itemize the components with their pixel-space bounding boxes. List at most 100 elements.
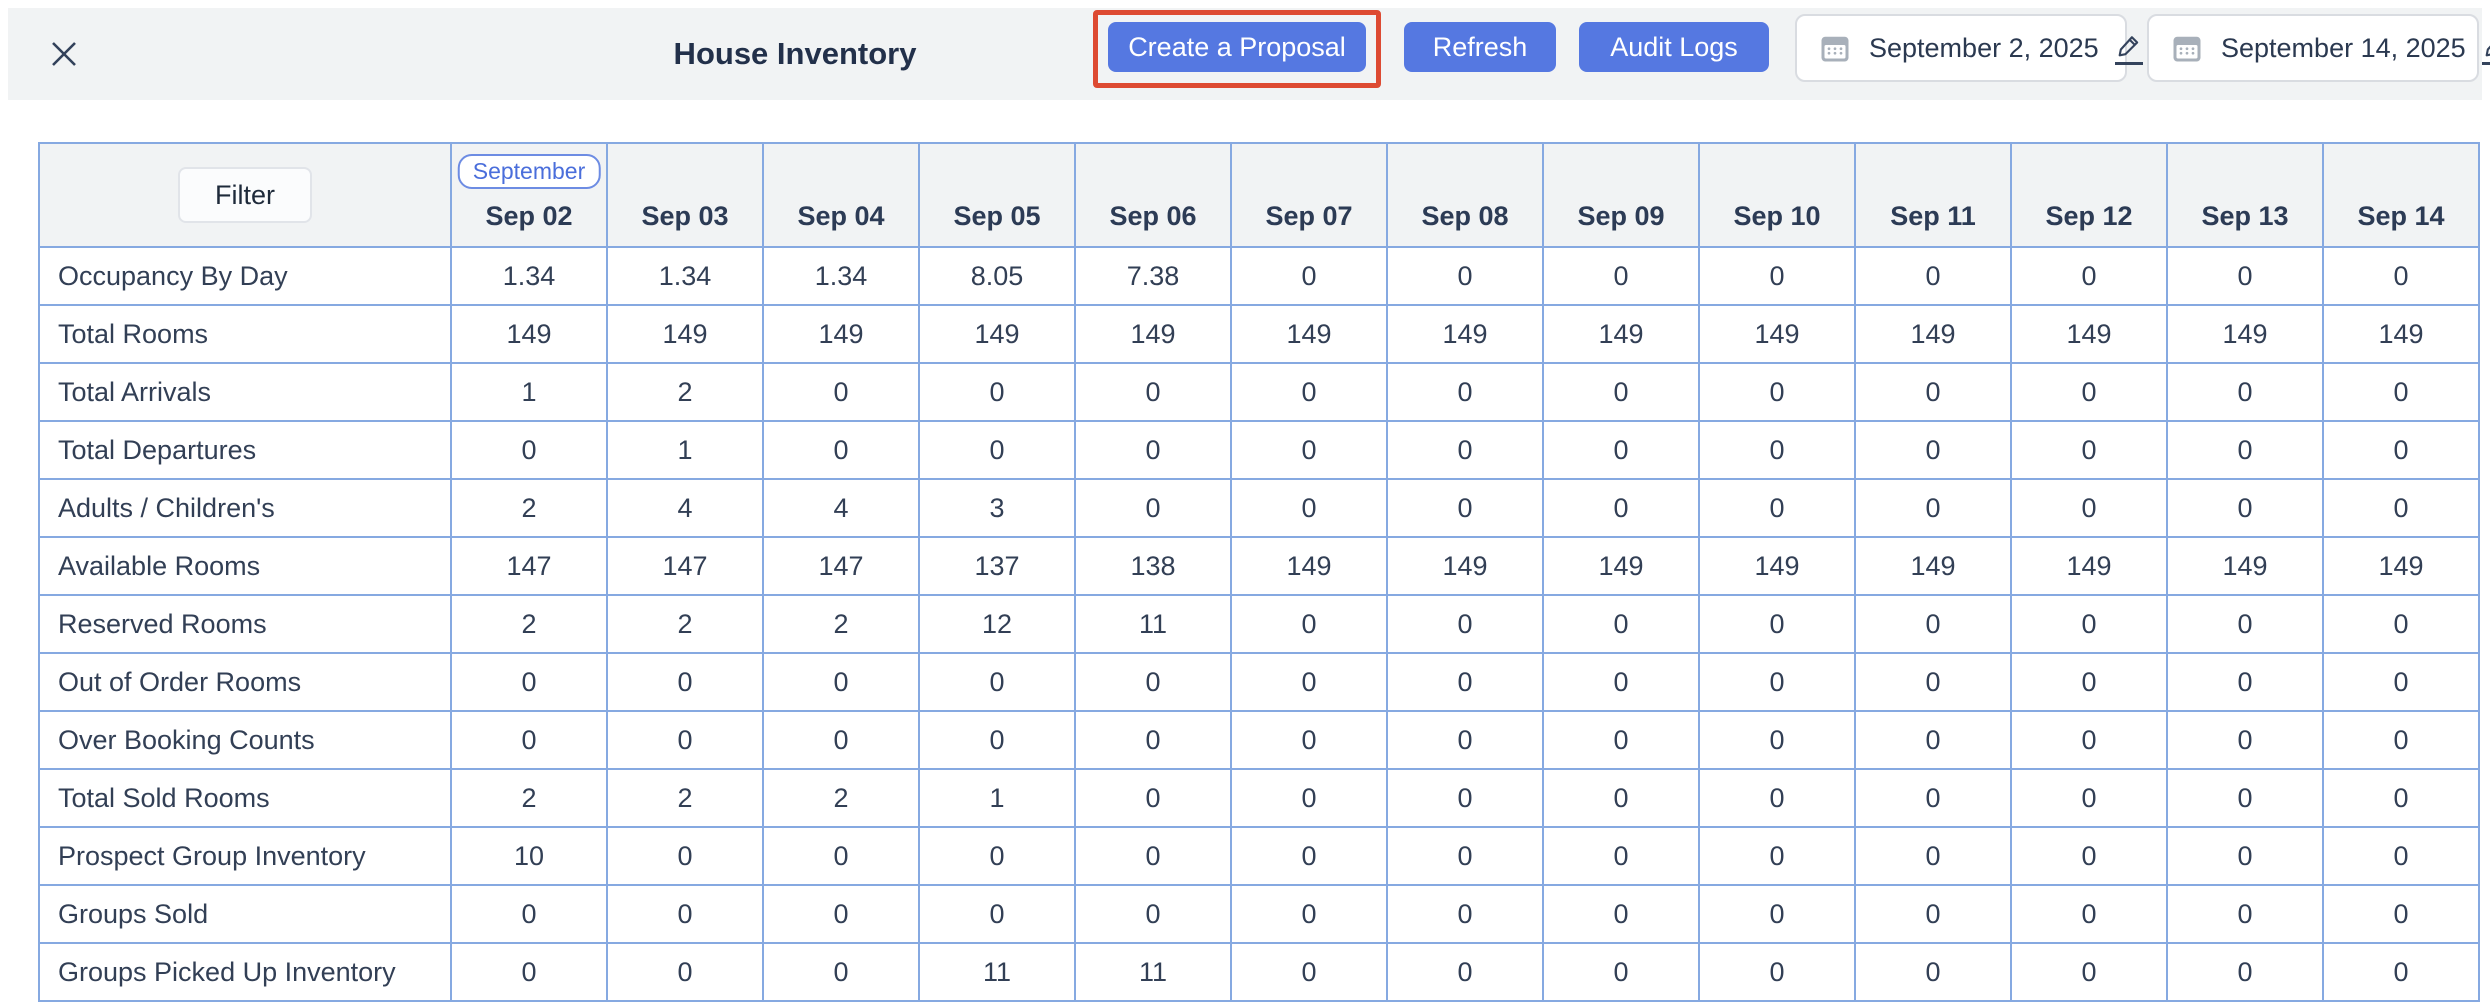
- value-cell: 0: [2166, 768, 2324, 828]
- value-cell: 0: [450, 942, 608, 1002]
- close-button[interactable]: [44, 34, 84, 74]
- value-cell: 0: [1698, 942, 1856, 1002]
- value-cell: 0: [1230, 594, 1388, 654]
- value-cell: 2: [450, 594, 608, 654]
- value-cell: 149: [1230, 536, 1388, 596]
- value-cell: 0: [2010, 594, 2168, 654]
- value-cell: 0: [918, 362, 1076, 422]
- edit-pencil-icon[interactable]: [2114, 32, 2143, 65]
- value-cell: 149: [1230, 304, 1388, 364]
- date-column-label: Sep 12: [2045, 201, 2133, 231]
- value-cell: 0: [1542, 362, 1700, 422]
- row-label: Occupancy By Day: [38, 246, 452, 306]
- create-proposal-button[interactable]: Create a Proposal: [1108, 22, 1366, 72]
- refresh-button[interactable]: Refresh: [1404, 22, 1556, 72]
- date-column-header: Sep 04: [762, 142, 920, 248]
- value-cell: 0: [1230, 826, 1388, 886]
- value-cell: 0: [1386, 652, 1544, 712]
- value-cell: 0: [450, 884, 608, 944]
- audit-logs-button[interactable]: Audit Logs: [1579, 22, 1769, 72]
- value-cell: 2: [606, 362, 764, 422]
- value-cell: 0: [2010, 362, 2168, 422]
- value-cell: 149: [2010, 304, 2168, 364]
- value-cell: 149: [1386, 536, 1544, 596]
- value-cell: 0: [1074, 652, 1232, 712]
- value-cell: 2: [450, 768, 608, 828]
- value-cell: 0: [1542, 420, 1700, 480]
- value-cell: 0: [2322, 942, 2480, 1002]
- row-label: Total Departures: [38, 420, 452, 480]
- value-cell: 0: [2322, 652, 2480, 712]
- value-cell: 0: [1698, 420, 1856, 480]
- value-cell: 149: [1542, 304, 1700, 364]
- date-column-label: Sep 06: [1109, 201, 1197, 231]
- value-cell: 11: [918, 942, 1076, 1002]
- value-cell: 2: [606, 594, 764, 654]
- value-cell: 0: [1386, 362, 1544, 422]
- filter-button[interactable]: Filter: [178, 167, 312, 223]
- date-column-label: Sep 02: [485, 201, 573, 231]
- table-row: Occupancy By Day 1.34 1.34 1.34 8.05 7.38 0 0 0 0…: [38, 246, 2480, 306]
- date-column-header: Sep 05: [918, 142, 1076, 248]
- value-cell: 0: [918, 884, 1076, 944]
- value-cell: 0: [1854, 246, 2012, 306]
- value-cell: 4: [762, 478, 920, 538]
- value-cell: 0: [2166, 942, 2324, 1002]
- inventory-table-body: Occupancy By Day 1.34 1.34 1.34 8.05 7.38 0 0 0 0…: [38, 246, 2480, 1002]
- value-cell: 0: [1542, 478, 1700, 538]
- date-column-header: Sep 09: [1542, 142, 1700, 248]
- value-cell: 147: [450, 536, 608, 596]
- value-cell: 0: [2322, 362, 2480, 422]
- row-label: Reserved Rooms: [38, 594, 452, 654]
- value-cell: 149: [1386, 304, 1544, 364]
- value-cell: 1: [918, 768, 1076, 828]
- date-column-header: September Sep 02: [450, 142, 608, 248]
- row-label: Total Sold Rooms: [38, 768, 452, 828]
- end-date-picker[interactable]: September 14, 2025: [2147, 14, 2490, 82]
- date-column-header: Sep 07: [1230, 142, 1388, 248]
- value-cell: 0: [2322, 884, 2480, 944]
- value-cell: 0: [2010, 478, 2168, 538]
- value-cell: 0: [1854, 768, 2012, 828]
- value-cell: 0: [1542, 884, 1700, 944]
- month-badge: September: [457, 154, 601, 189]
- value-cell: 149: [918, 304, 1076, 364]
- value-cell: 149: [606, 304, 764, 364]
- value-cell: 0: [1386, 826, 1544, 886]
- value-cell: 0: [2010, 826, 2168, 886]
- value-cell: 149: [1698, 304, 1856, 364]
- value-cell: 0: [1074, 362, 1232, 422]
- value-cell: 0: [1230, 884, 1388, 944]
- start-date-picker[interactable]: September 2, 2025: [1795, 14, 2143, 82]
- value-cell: 149: [2322, 304, 2480, 364]
- value-cell: 149: [1854, 536, 2012, 596]
- date-column-header: Sep 12: [2010, 142, 2168, 248]
- value-cell: 11: [1074, 594, 1232, 654]
- filter-header-cell: Filter: [38, 142, 452, 248]
- value-cell: 0: [762, 884, 920, 944]
- value-cell: 0: [1230, 246, 1388, 306]
- value-cell: 0: [1230, 768, 1388, 828]
- value-cell: 0: [918, 710, 1076, 770]
- table-row: Groups Picked Up Inventory 0 0 0 11 11 0 0 0 0 0 0 0…: [38, 942, 2480, 1002]
- value-cell: 0: [1386, 710, 1544, 770]
- page-title: House Inventory: [673, 36, 917, 71]
- date-column-label: Sep 09: [1577, 201, 1665, 231]
- value-cell: 0: [1698, 768, 1856, 828]
- value-cell: 0: [1074, 478, 1232, 538]
- value-cell: 12: [918, 594, 1076, 654]
- value-cell: 149: [762, 304, 920, 364]
- value-cell: 0: [2166, 826, 2324, 886]
- value-cell: 0: [2010, 710, 2168, 770]
- value-cell: 0: [606, 826, 764, 886]
- value-cell: 0: [606, 884, 764, 944]
- value-cell: 0: [1542, 942, 1700, 1002]
- value-cell: 0: [2010, 884, 2168, 944]
- value-cell: 2: [762, 768, 920, 828]
- edit-pencil-icon[interactable]: [2481, 32, 2490, 65]
- value-cell: 0: [1854, 420, 2012, 480]
- value-cell: 0: [1074, 710, 1232, 770]
- value-cell: 0: [1386, 768, 1544, 828]
- value-cell: 0: [2322, 768, 2480, 828]
- value-cell: 138: [1074, 536, 1232, 596]
